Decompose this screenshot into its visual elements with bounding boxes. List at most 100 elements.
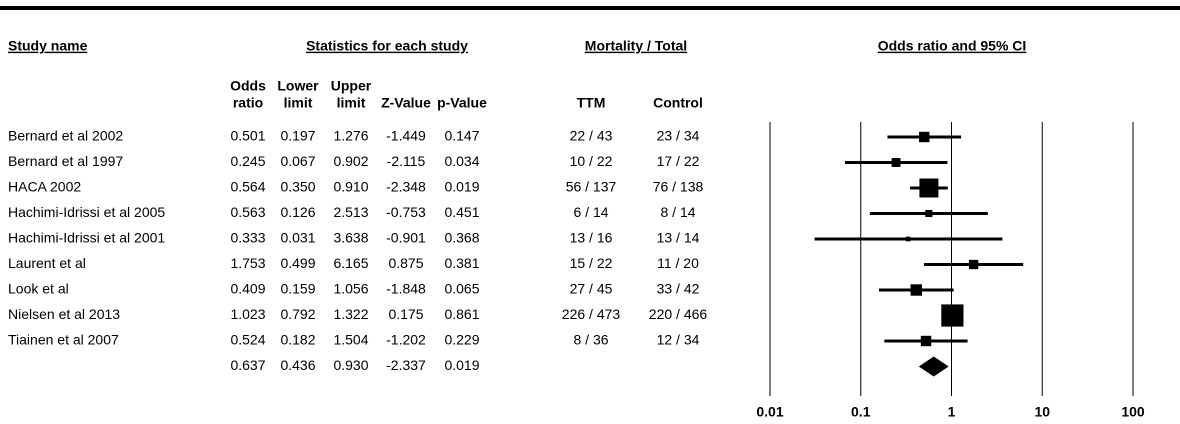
stat-cell: 0.333: [230, 230, 265, 246]
control-cell: 220 / 466: [649, 306, 708, 322]
control-cell: 13 / 14: [657, 230, 700, 246]
stat-cell: 0.245: [230, 153, 265, 169]
stat-cell: 1.276: [333, 128, 368, 144]
stat-cell: 0.229: [444, 332, 479, 348]
control-cell: 76 / 138: [653, 179, 704, 195]
ttm-cell: 8 / 36: [573, 332, 608, 348]
study-box: [910, 284, 922, 296]
x-tick-label: 10: [1034, 404, 1050, 420]
stat-cell: -1.848: [386, 281, 426, 297]
ttm-cell: 56 / 137: [566, 179, 617, 195]
column-header: p-Value: [437, 95, 487, 111]
stat-cell: 0.065: [444, 281, 479, 297]
ttm-cell: 27 / 45: [570, 281, 613, 297]
ttm-cell: 10 / 22: [570, 153, 613, 169]
stat-cell: 0.147: [444, 128, 479, 144]
stat-cell: 0.875: [388, 255, 423, 271]
stat-cell: -2.337: [386, 357, 426, 373]
column-header: Control: [653, 95, 703, 111]
stat-cell: 6.165: [333, 255, 368, 271]
study-name: Hachimi-Idrissi et al 2005: [8, 204, 165, 220]
stat-cell: 0.019: [444, 179, 479, 195]
column-header: TTM: [577, 95, 606, 111]
stat-cell: -2.115: [387, 153, 426, 169]
study-name: HACA 2002: [8, 179, 81, 195]
ttm-cell: 22 / 43: [570, 128, 613, 144]
stat-cell: 1.322: [333, 306, 368, 322]
x-tick-label: 100: [1121, 404, 1145, 420]
study-box: [905, 236, 911, 242]
group-header: Statistics for each study: [306, 38, 468, 54]
study-box: [968, 259, 979, 270]
x-tick-label: 0.1: [851, 404, 871, 420]
ttm-cell: 6 / 14: [573, 204, 608, 220]
ttm-cell: 226 / 473: [562, 306, 621, 322]
stat-cell: 0.501: [230, 128, 265, 144]
study-name: Tiainen et al 2007: [8, 332, 119, 348]
control-cell: 17 / 22: [657, 153, 700, 169]
column-header: Z-Value: [381, 95, 431, 111]
stat-cell: 0.451: [444, 204, 479, 220]
stat-cell: 0.930: [333, 357, 368, 373]
stat-cell: -0.753: [386, 204, 426, 220]
study-name: Nielsen et al 2013: [8, 306, 120, 322]
stat-cell: 0.067: [280, 153, 315, 169]
stat-cell: 3.638: [333, 230, 368, 246]
summary-diamond: [918, 356, 949, 377]
stat-cell: 0.031: [280, 230, 315, 246]
study-name: Hachimi-Idrissi et al 2001: [8, 230, 165, 246]
stat-cell: 0.019: [444, 357, 479, 373]
control-cell: 12 / 34: [657, 332, 700, 348]
stat-cell: 0.436: [280, 357, 315, 373]
study-name: Look et al: [8, 281, 69, 297]
ttm-cell: 15 / 22: [570, 255, 613, 271]
stat-cell: 0.564: [230, 179, 265, 195]
stat-cell: 0.197: [280, 128, 315, 144]
top-rule: [0, 6, 1180, 10]
column-header: limit: [284, 95, 313, 111]
column-header: limit: [337, 95, 366, 111]
study-box: [925, 209, 933, 218]
group-header: Odds ratio and 95% CI: [878, 38, 1027, 54]
control-cell: 33 / 42: [657, 281, 700, 297]
control-cell: 23 / 34: [657, 128, 700, 144]
ttm-cell: 13 / 16: [570, 230, 613, 246]
study-box: [919, 178, 939, 198]
stat-cell: 0.182: [280, 332, 315, 348]
stat-cell: 1.753: [230, 255, 265, 271]
stat-cell: -1.202: [386, 332, 426, 348]
stat-cell: 1.504: [333, 332, 368, 348]
study-box: [919, 131, 930, 143]
control-cell: 11 / 20: [657, 255, 699, 271]
group-header: Study name: [8, 38, 88, 54]
study-box: [891, 158, 901, 167]
stat-cell: 0.910: [333, 179, 368, 195]
stat-cell: 0.499: [280, 255, 315, 271]
stat-cell: 0.637: [230, 357, 265, 373]
column-header: ratio: [233, 95, 263, 111]
stat-cell: 0.126: [280, 204, 315, 220]
stat-cell: 0.861: [444, 306, 479, 322]
stat-cell: 0.034: [444, 153, 479, 169]
stat-cell: 0.350: [280, 179, 315, 195]
column-header: Odds: [230, 78, 266, 94]
x-tick-label: 0.01: [756, 404, 783, 420]
study-box: [920, 335, 932, 347]
stat-cell: 2.513: [333, 204, 368, 220]
stat-cell: 0.524: [230, 332, 265, 348]
stat-cell: 0.159: [280, 281, 315, 297]
column-header: Lower: [277, 78, 319, 94]
stat-cell: 0.175: [388, 306, 423, 322]
stat-cell: -1.449: [386, 128, 426, 144]
stat-cell: 0.381: [444, 255, 479, 271]
study-box: [941, 304, 964, 327]
x-tick-label: 1: [948, 404, 956, 420]
group-header: Mortality / Total: [585, 38, 687, 54]
control-cell: 8 / 14: [660, 204, 695, 220]
study-name: Bernard et al 2002: [8, 128, 123, 144]
stat-cell: -2.348: [386, 179, 426, 195]
stat-cell: 1.056: [333, 281, 368, 297]
stat-cell: 1.023: [230, 306, 265, 322]
